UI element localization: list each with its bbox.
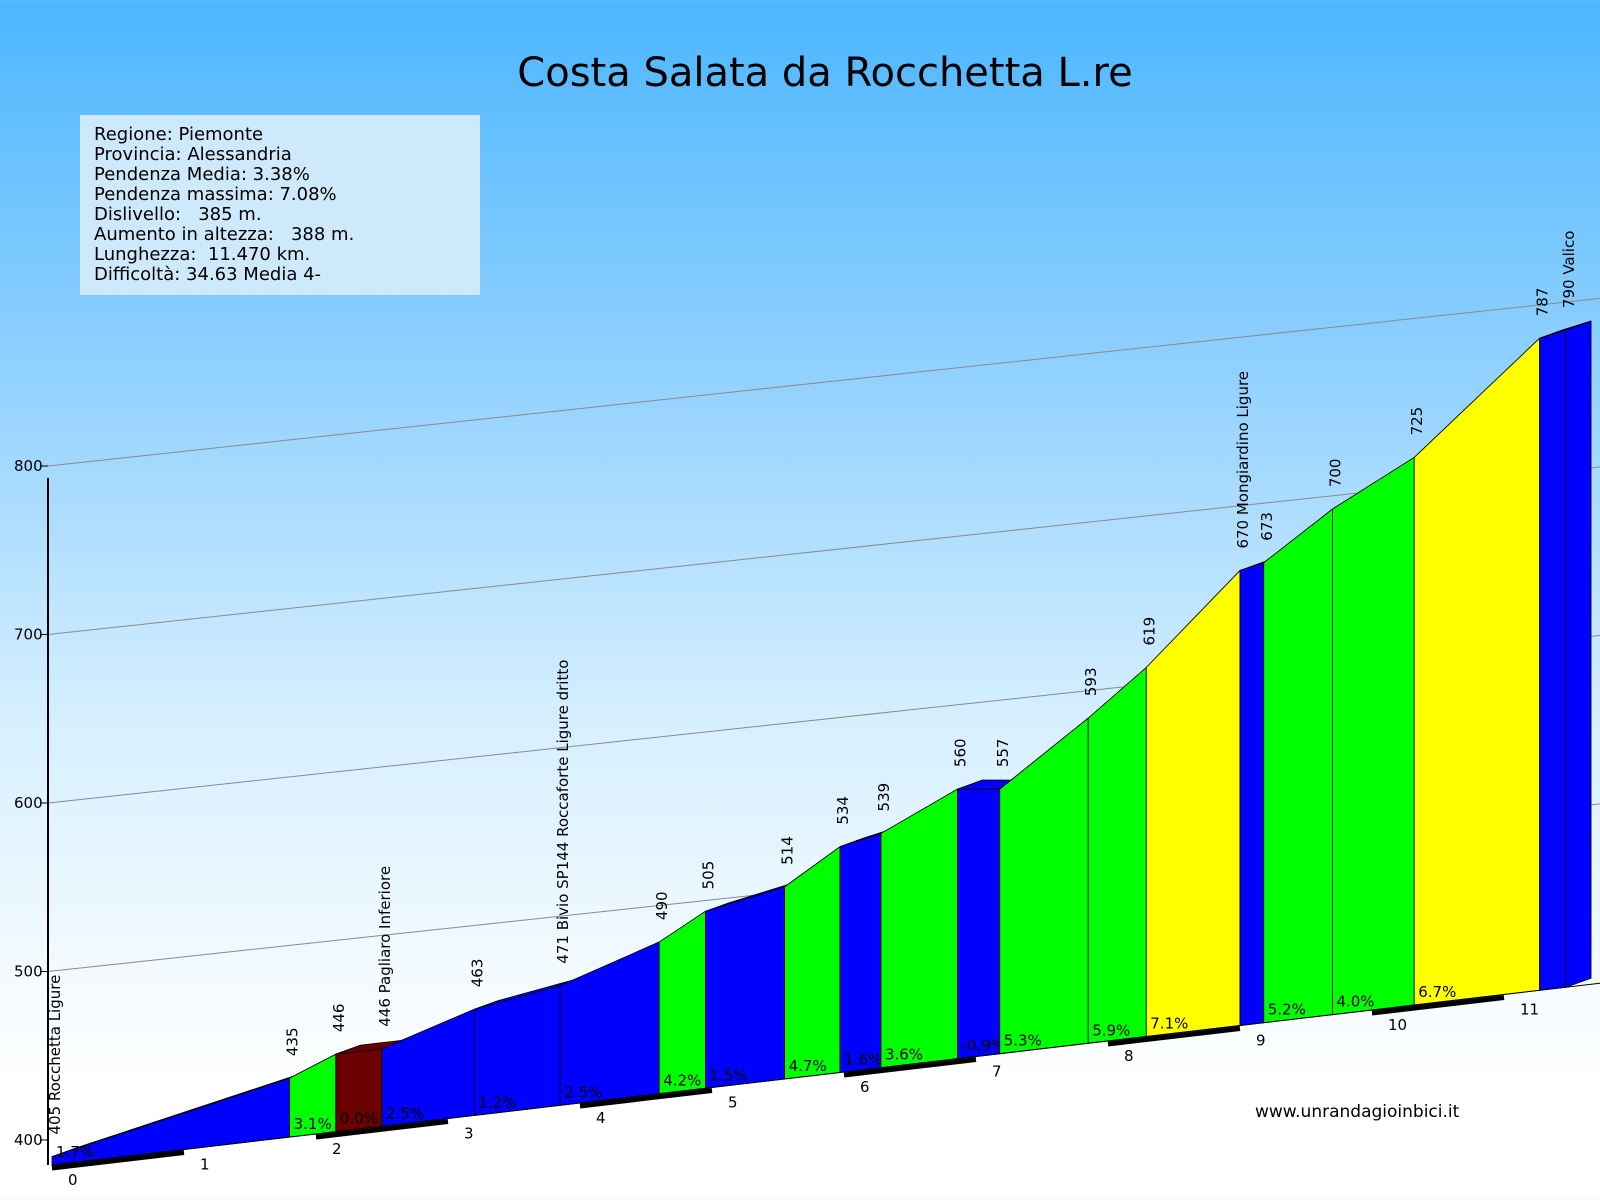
elevation-annotation: 446: [330, 1004, 348, 1033]
elevation-annotation: 534: [834, 796, 852, 825]
x-tick-label: 2: [332, 1140, 342, 1158]
x-axis-band: [1107, 1026, 1241, 1047]
segment-front-face: [1413, 337, 1541, 1006]
info-line-avg-grade: Pendenza Media: 3.38%: [94, 164, 310, 185]
elevation-annotation: 560: [952, 738, 970, 767]
x-tick-label: 11: [1520, 1001, 1539, 1019]
segment-grade-label: 2.5%: [386, 1104, 424, 1122]
x-axis-band: [51, 1150, 185, 1171]
elevation-annotation: 790 Valico: [1560, 231, 1578, 308]
segment-grade-label: 3.1%: [294, 1115, 332, 1133]
segment-front-face: [784, 845, 841, 1080]
y-tick-label: 600: [14, 794, 43, 812]
x-axis-band: [579, 1088, 713, 1109]
segment-grade-label: 4.0%: [1336, 993, 1374, 1011]
y-tick-label: 700: [14, 626, 43, 644]
segment-front-face: [1087, 666, 1147, 1044]
elevation-annotation: 725: [1408, 407, 1426, 436]
segment-front-face: [1332, 456, 1415, 1016]
segment-grade-label: 2.5%: [564, 1083, 602, 1101]
elevation-annotation: 505: [699, 861, 717, 890]
segment-front-face: [999, 717, 1089, 1055]
y-tick-label: 400: [14, 1131, 43, 1149]
info-line-elevation-gain: Aumento in altezza: 388 m.: [94, 224, 355, 245]
info-line-max-grade: Pendenza massima: 7.08%: [94, 184, 337, 205]
segment-side-face: [1565, 320, 1592, 988]
info-line-province: Provincia: Alessandria: [94, 144, 292, 165]
segment-front-face: [1145, 569, 1241, 1037]
segment-front-face: [1539, 329, 1567, 991]
segment-grade-label: 0.0%: [340, 1110, 378, 1128]
y-tick-label: 500: [14, 963, 43, 981]
info-box: Regione: Piemonte Provincia: Alessandria…: [80, 115, 480, 295]
elevation-annotation: 787: [1534, 288, 1552, 317]
segment-grade-label: 7.1%: [1150, 1015, 1188, 1033]
segment-front-face: [1263, 508, 1333, 1024]
segment-grade-label: 1.2%: [478, 1093, 516, 1111]
elevation-annotation: 557: [994, 739, 1012, 768]
elevation-annotation: 471 Bivio SP144 Roccaforte Ligure dritto: [554, 660, 572, 964]
elevation-annotation: 700: [1326, 459, 1344, 488]
segment-grade-label: 5.2%: [1268, 1001, 1306, 1019]
x-tick-label: 0: [68, 1171, 78, 1189]
chart-title: Costa Salata da Rocchetta L.re: [517, 50, 1133, 96]
segment-front-face: [658, 910, 706, 1095]
x-axis-band: [315, 1119, 449, 1140]
elevation-annotation: 673: [1258, 512, 1276, 541]
elevation-annotation: 670 Mongiardino Ligure: [1234, 371, 1252, 549]
elevation-annotation: 490: [653, 891, 671, 920]
y-tick-label: 800: [14, 457, 43, 475]
segment-front-face: [705, 886, 785, 1089]
elevation-annotation: 435: [284, 1027, 302, 1056]
segment-front-face: [839, 832, 882, 1073]
x-tick-label: 3: [464, 1125, 474, 1143]
segment-grade-label: 5.9%: [1092, 1021, 1130, 1039]
segment-grade-label: -0.9%: [962, 1037, 1006, 1055]
elevation-annotation: 593: [1082, 667, 1100, 696]
x-tick-label: 5: [728, 1094, 738, 1112]
segment-front-face: [880, 788, 958, 1069]
website-credit: www.unrandagioinbici.it: [1255, 1102, 1460, 1122]
x-tick-label: 4: [596, 1109, 606, 1127]
gridline: [47, 297, 1600, 467]
x-tick-label: 1: [200, 1156, 210, 1174]
segment-grade-label: 3.6%: [885, 1046, 923, 1064]
x-tick-label: 6: [860, 1078, 870, 1096]
x-tick-label: 10: [1388, 1016, 1407, 1034]
segment-grade-label: 4.2%: [663, 1072, 701, 1090]
elevation-annotation: 463: [468, 959, 486, 988]
segment-grade-label: 1.6%: [844, 1050, 882, 1068]
info-line-elevation-diff: Dislivello: 385 m.: [94, 204, 262, 225]
x-axis: [51, 982, 1600, 1166]
segment-front-face: [1239, 562, 1265, 1026]
segment-grade-label: 5.3%: [1004, 1032, 1042, 1050]
info-line-difficulty: Difficoltà: 34.63 Media 4-: [94, 264, 322, 285]
elevation-annotation: 539: [875, 783, 893, 812]
elevation-annotation: 514: [779, 836, 797, 865]
x-tick-label: 8: [1124, 1047, 1134, 1065]
elevation-annotation: 446 Pagliaro Inferiore: [376, 866, 394, 1027]
x-axis-band: [843, 1057, 977, 1078]
elevation-annotation: 619: [1140, 617, 1158, 646]
elevation-annotation: 405 Rocchetta Ligure: [46, 975, 64, 1135]
info-line-region: Regione: Piemonte: [94, 124, 264, 145]
gridline: [47, 466, 1600, 635]
info-line-length: Lunghezza: 11.470 km.: [94, 244, 311, 265]
x-tick-label: 9: [1256, 1032, 1266, 1050]
x-axis-band: [1371, 995, 1505, 1016]
segment-grade-label: 1.7%: [56, 1143, 94, 1161]
segment-grade-label: 4.7%: [789, 1057, 827, 1075]
segment-grade-label: 6.7%: [1418, 983, 1456, 1001]
segment-front-face: [957, 788, 1001, 1060]
segment-front-face: [559, 941, 660, 1106]
x-tick-label: 7: [992, 1063, 1002, 1081]
segment-grade-label: 1.5%: [709, 1066, 747, 1084]
